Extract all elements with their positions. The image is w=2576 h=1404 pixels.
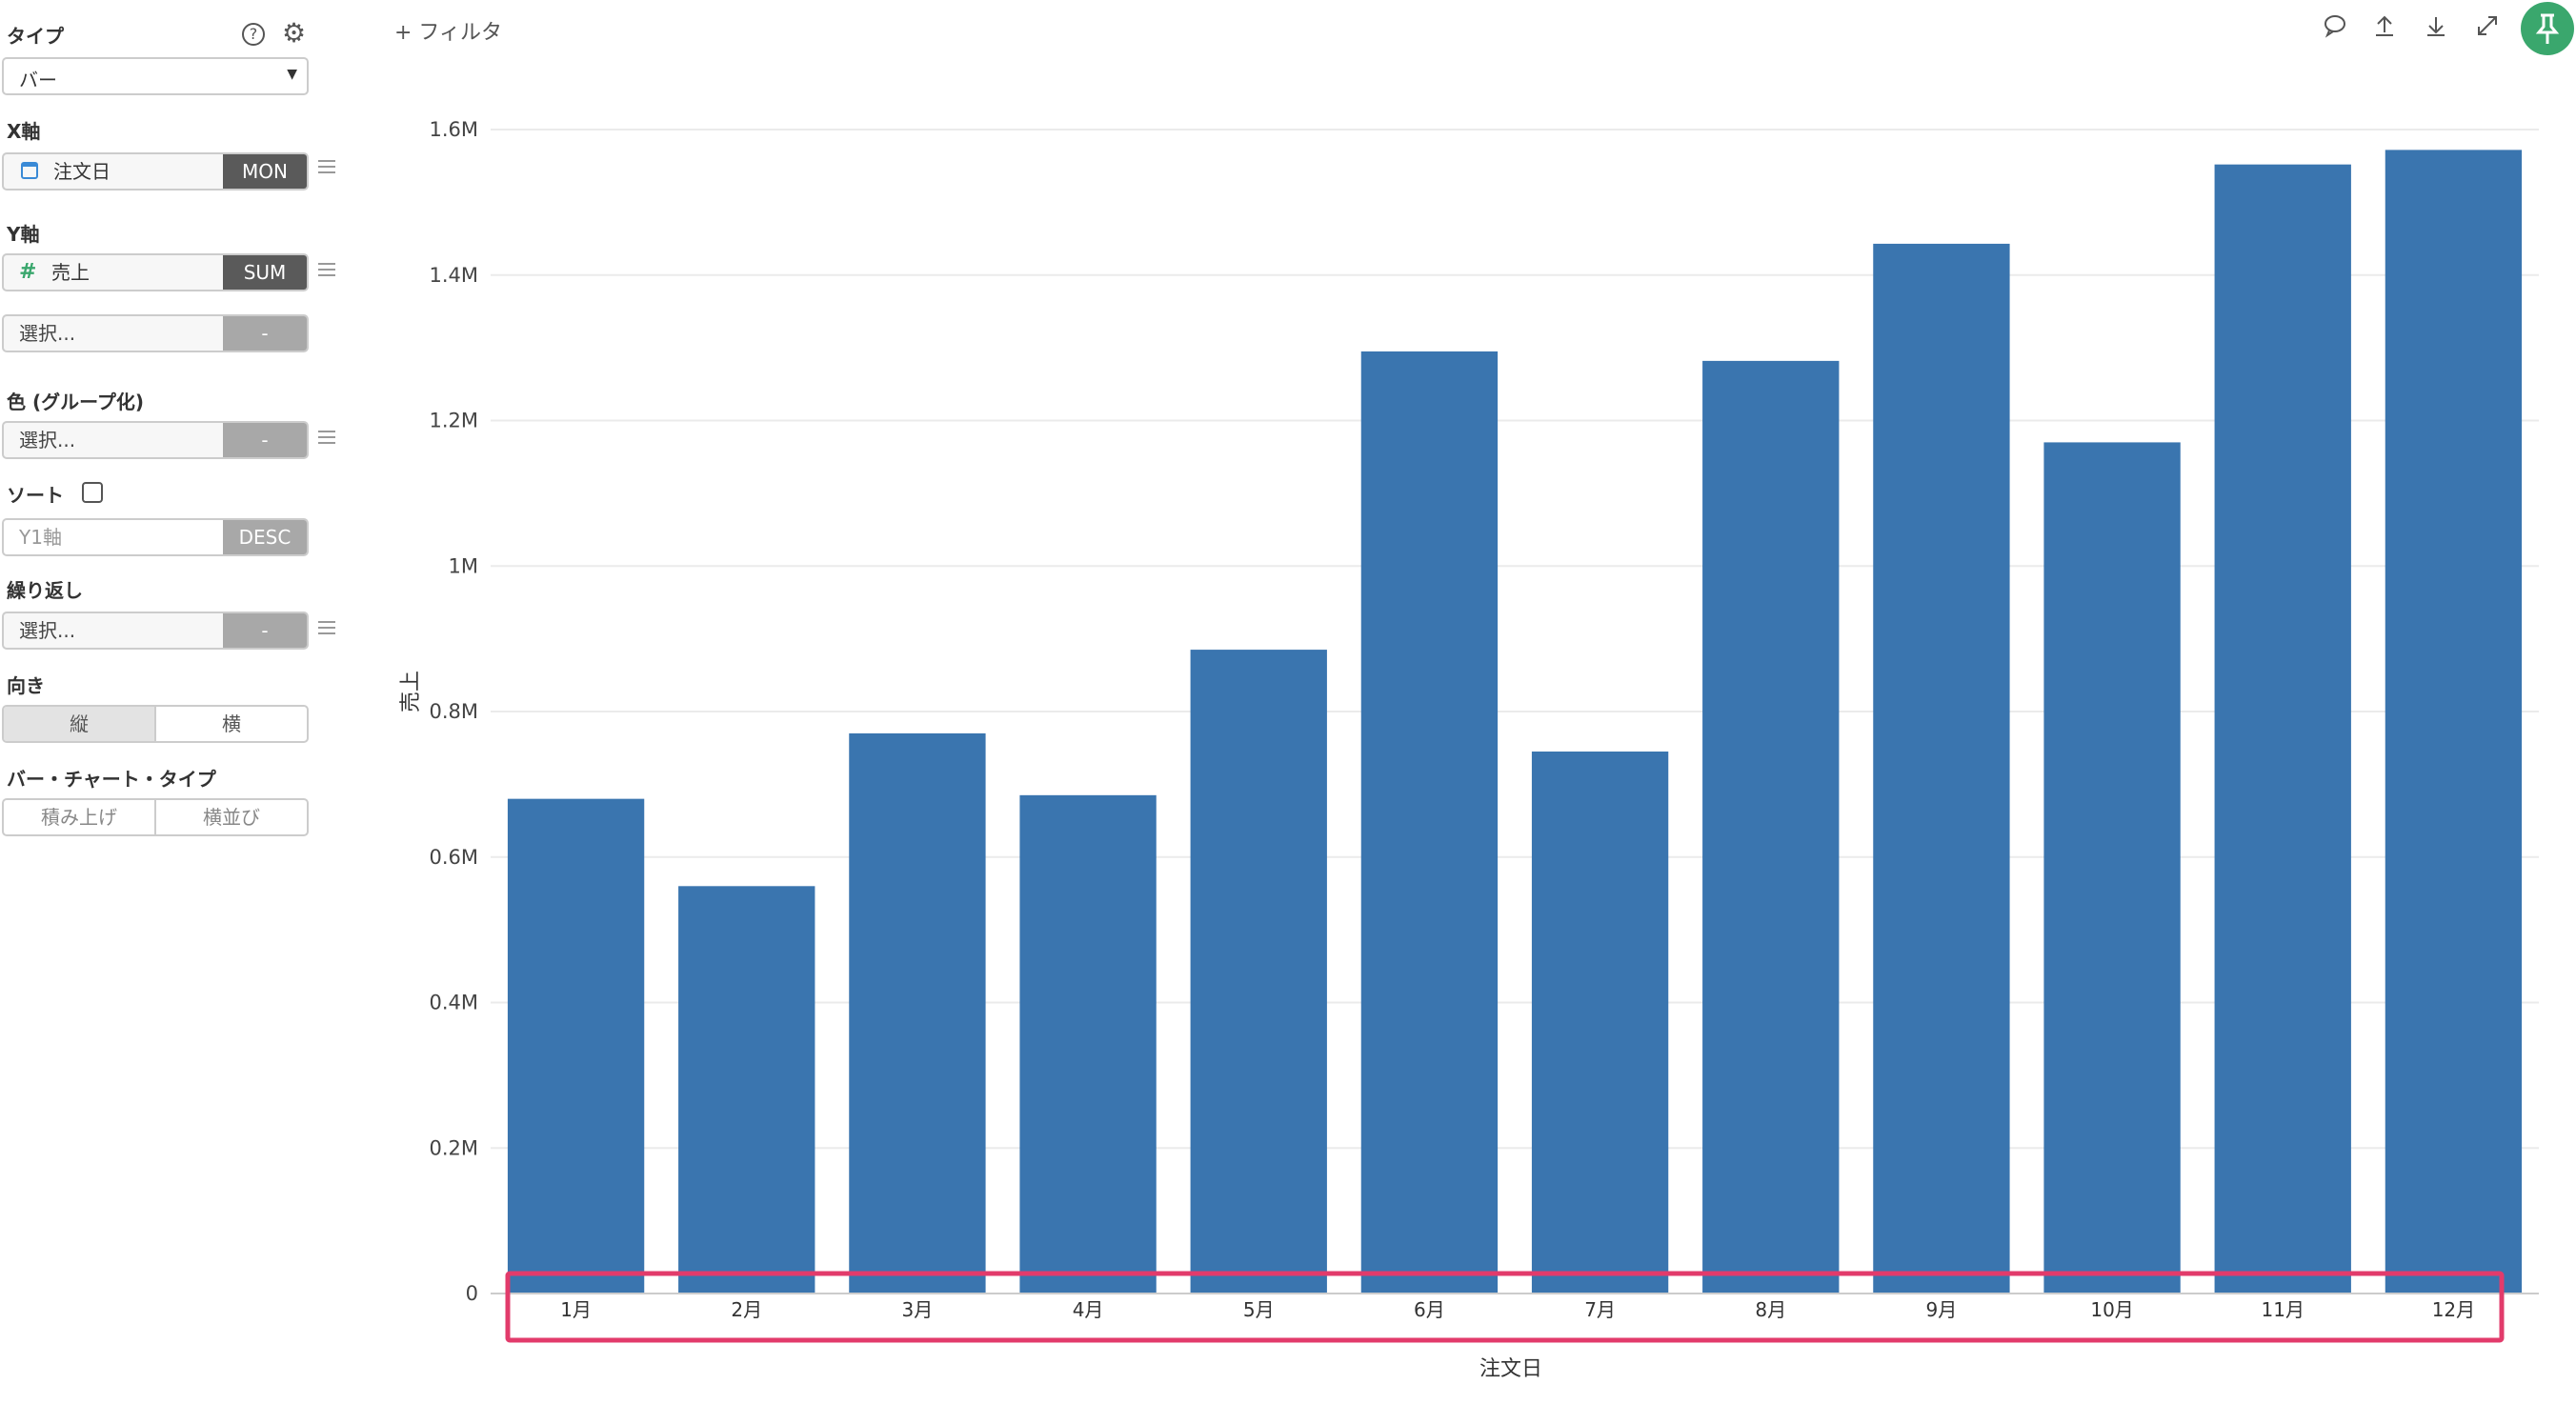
x-tick-label: 9月 (1926, 1298, 1958, 1321)
x-tick-label: 3月 (902, 1298, 934, 1321)
repeat-label: 繰り返し (7, 579, 83, 602)
upload-icon[interactable] (2370, 13, 2399, 42)
x-axis-label: X軸 (7, 120, 41, 143)
y-tick-label: 1M (449, 554, 478, 577)
bar (849, 732, 986, 1294)
bar-type-side-by-side-option[interactable]: 横並び (154, 800, 307, 834)
y-axis-add-field[interactable]: 選択... - (2, 314, 309, 352)
color-group-label: 色 (グループ化) (7, 391, 145, 413)
color-group-aggregation-button[interactable]: - (223, 423, 307, 457)
help-icon[interactable]: ? (242, 23, 265, 46)
chart-type-select[interactable]: バー ▼ (2, 57, 309, 95)
bar (1190, 650, 1327, 1294)
color-group-menu-icon[interactable] (318, 431, 335, 444)
highlight-box (505, 1271, 2505, 1343)
bar (2385, 150, 2523, 1294)
x-tick-label: 5月 (1243, 1298, 1275, 1321)
x-axis-menu-icon[interactable] (318, 160, 335, 173)
orientation-label: 向き (7, 674, 45, 697)
x-tick-label: 2月 (731, 1298, 762, 1321)
gear-icon[interactable]: ⚙ (282, 17, 307, 49)
x-tick-label: 6月 (1414, 1298, 1445, 1321)
color-group-placeholder: 選択... (19, 429, 76, 451)
orientation-vertical-option[interactable]: 縦 (4, 707, 154, 741)
color-group-field[interactable]: 選択... - (2, 421, 309, 459)
y-axis-label: Y軸 (7, 223, 40, 246)
y-axis-menu-icon[interactable] (318, 263, 335, 276)
bar (2214, 164, 2351, 1294)
y-axis-field[interactable]: # 売上 SUM (2, 253, 309, 291)
sort-checkbox[interactable] (82, 482, 103, 503)
x-axis-field-name: 注文日 (53, 160, 111, 183)
bar (507, 798, 645, 1294)
pin-icon (2535, 13, 2560, 44)
y-tick-label: 1.6M (429, 118, 478, 141)
x-axis-aggregation-button[interactable]: MON (223, 154, 307, 189)
y-tick-label: 0 (466, 1282, 478, 1305)
numeric-icon: # (19, 260, 37, 284)
type-label: タイプ (7, 25, 64, 48)
chart-settings-sidebar: タイプ ? ⚙ バー ▼ X軸 注文日 MON Y軸 # 売上 SUM 選択..… (0, 0, 335, 1404)
bar (1702, 360, 1840, 1294)
chevron-down-icon: ▼ (287, 67, 297, 82)
x-tick-label: 12月 (2432, 1298, 2475, 1321)
bar (2043, 442, 2181, 1294)
repeat-placeholder: 選択... (19, 619, 76, 642)
download-icon[interactable] (2422, 13, 2450, 42)
y-axis-add-placeholder: 選択... (19, 322, 76, 345)
bar (1019, 794, 1157, 1294)
y-axis-field-name: 売上 (51, 261, 90, 284)
y-tick-label: 0.8M (429, 700, 478, 723)
bar-type-stacked-option[interactable]: 積み上げ (41, 806, 117, 829)
x-tick-label: 10月 (2090, 1298, 2133, 1321)
y-tick-label: 0.4M (429, 992, 478, 1014)
chart-type-value: バー (19, 69, 57, 91)
x-tick-label: 1月 (560, 1298, 592, 1321)
orientation-horizontal-option[interactable]: 横 (154, 707, 307, 741)
bar (1873, 243, 2010, 1294)
x-axis-title: 注文日 (1479, 1357, 1542, 1381)
y-axis-aggregation-button[interactable]: SUM (223, 255, 307, 290)
sort-label: ソート (7, 484, 64, 507)
bar (1531, 752, 1669, 1294)
repeat-aggregation-button[interactable]: - (223, 613, 307, 648)
repeat-menu-icon[interactable] (318, 621, 335, 634)
comment-icon[interactable] (2321, 13, 2349, 42)
x-axis-field[interactable]: 注文日 MON (2, 152, 309, 191)
sort-order-button[interactable]: DESC (223, 520, 307, 554)
bar-chart-type-toggle: 積み上げ 横並び (2, 798, 309, 836)
bar-chart-type-label: バー・チャート・タイプ (7, 768, 216, 791)
y-tick-label: 0.6M (429, 846, 478, 869)
y-tick-label: 1.2M (429, 410, 478, 432)
add-filter-button[interactable]: + フィルタ (394, 21, 502, 45)
y-tick-label: 0.2M (429, 1136, 478, 1159)
bar (678, 886, 815, 1294)
repeat-field[interactable]: 選択... - (2, 612, 309, 650)
x-tick-label: 7月 (1584, 1298, 1616, 1321)
y-axis-add-aggregation-button[interactable]: - (223, 316, 307, 351)
y-tick-label: 1.4M (429, 264, 478, 287)
sort-field[interactable]: Y1軸 DESC (2, 518, 309, 556)
sort-field-placeholder: Y1軸 (19, 526, 62, 549)
calendar-icon (21, 162, 38, 179)
x-tick-label: 4月 (1073, 1298, 1104, 1321)
pin-button[interactable] (2521, 2, 2574, 55)
x-tick-label: 11月 (2262, 1298, 2304, 1321)
orientation-toggle: 縦 横 (2, 705, 309, 743)
x-tick-label: 8月 (1755, 1298, 1786, 1321)
y-axis-title: 売上 (399, 671, 423, 712)
bar (1360, 351, 1499, 1294)
expand-icon[interactable] (2473, 13, 2502, 42)
